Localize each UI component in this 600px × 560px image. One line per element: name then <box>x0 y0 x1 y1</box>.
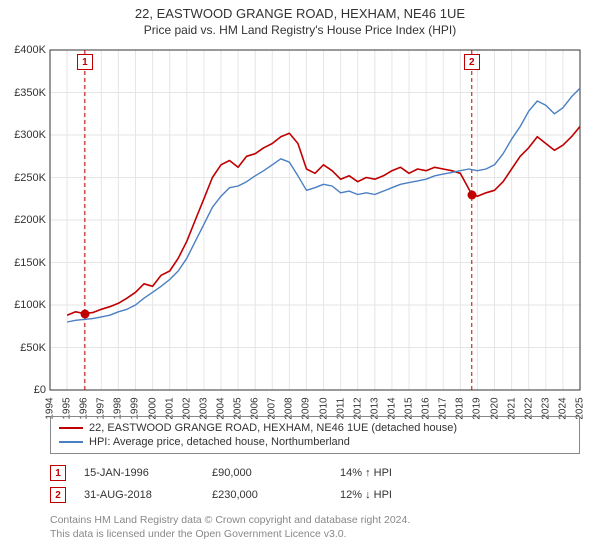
y-tick-label: £100K <box>0 299 46 311</box>
titles: 22, EASTWOOD GRANGE ROAD, HEXHAM, NE46 1… <box>0 0 600 37</box>
plot-area: £0£50K£100K£150K£200K£250K£300K£350K£400… <box>50 50 580 390</box>
event-number-box: 1 <box>50 465 66 481</box>
legend-label-hpi: HPI: Average price, detached house, Nort… <box>89 436 350 448</box>
event-price: £90,000 <box>212 467 322 479</box>
y-tick-label: £200K <box>0 214 46 226</box>
event-number-box: 2 <box>50 487 66 503</box>
legend-row-price-paid: 22, EASTWOOD GRANGE ROAD, HEXHAM, NE46 1… <box>59 421 571 435</box>
event-date: 31-AUG-2018 <box>84 489 194 501</box>
title-subtitle: Price paid vs. HM Land Registry's House … <box>0 23 600 37</box>
event-marker: 1 <box>77 54 93 70</box>
event-dot <box>467 190 476 199</box>
event-dot <box>80 309 89 318</box>
y-tick-label: £350K <box>0 87 46 99</box>
y-tick-label: £250K <box>0 172 46 184</box>
event-row: 1 15-JAN-1996 £90,000 14% ↑ HPI <box>50 462 580 484</box>
event-delta: 14% ↑ HPI <box>340 467 450 479</box>
y-tick-label: £0 <box>0 384 46 396</box>
legend-swatch-price-paid <box>59 427 83 429</box>
footer-line1: Contains HM Land Registry data © Crown c… <box>50 514 580 528</box>
footer-line2: This data is licensed under the Open Gov… <box>50 528 580 542</box>
legend: 22, EASTWOOD GRANGE ROAD, HEXHAM, NE46 1… <box>50 416 580 454</box>
y-tick-label: £50K <box>0 342 46 354</box>
title-address: 22, EASTWOOD GRANGE ROAD, HEXHAM, NE46 1… <box>0 6 600 21</box>
y-tick-label: £400K <box>0 44 46 56</box>
y-tick-label: £150K <box>0 257 46 269</box>
event-marker: 2 <box>464 54 480 70</box>
legend-label-price-paid: 22, EASTWOOD GRANGE ROAD, HEXHAM, NE46 1… <box>89 422 457 434</box>
chart-container: 22, EASTWOOD GRANGE ROAD, HEXHAM, NE46 1… <box>0 0 600 560</box>
events-table: 1 15-JAN-1996 £90,000 14% ↑ HPI 2 31-AUG-2018… <box>50 462 580 506</box>
legend-swatch-hpi <box>59 441 83 443</box>
event-price: £230,000 <box>212 489 322 501</box>
event-date: 15-JAN-1996 <box>84 467 194 479</box>
legend-row-hpi: HPI: Average price, detached house, Nort… <box>59 435 571 449</box>
event-row: 2 31-AUG-2018 £230,000 12% ↓ HPI <box>50 484 580 506</box>
event-delta: 12% ↓ HPI <box>340 489 450 501</box>
plot-svg <box>50 50 580 390</box>
y-tick-label: £300K <box>0 129 46 141</box>
footer: Contains HM Land Registry data © Crown c… <box>50 514 580 541</box>
